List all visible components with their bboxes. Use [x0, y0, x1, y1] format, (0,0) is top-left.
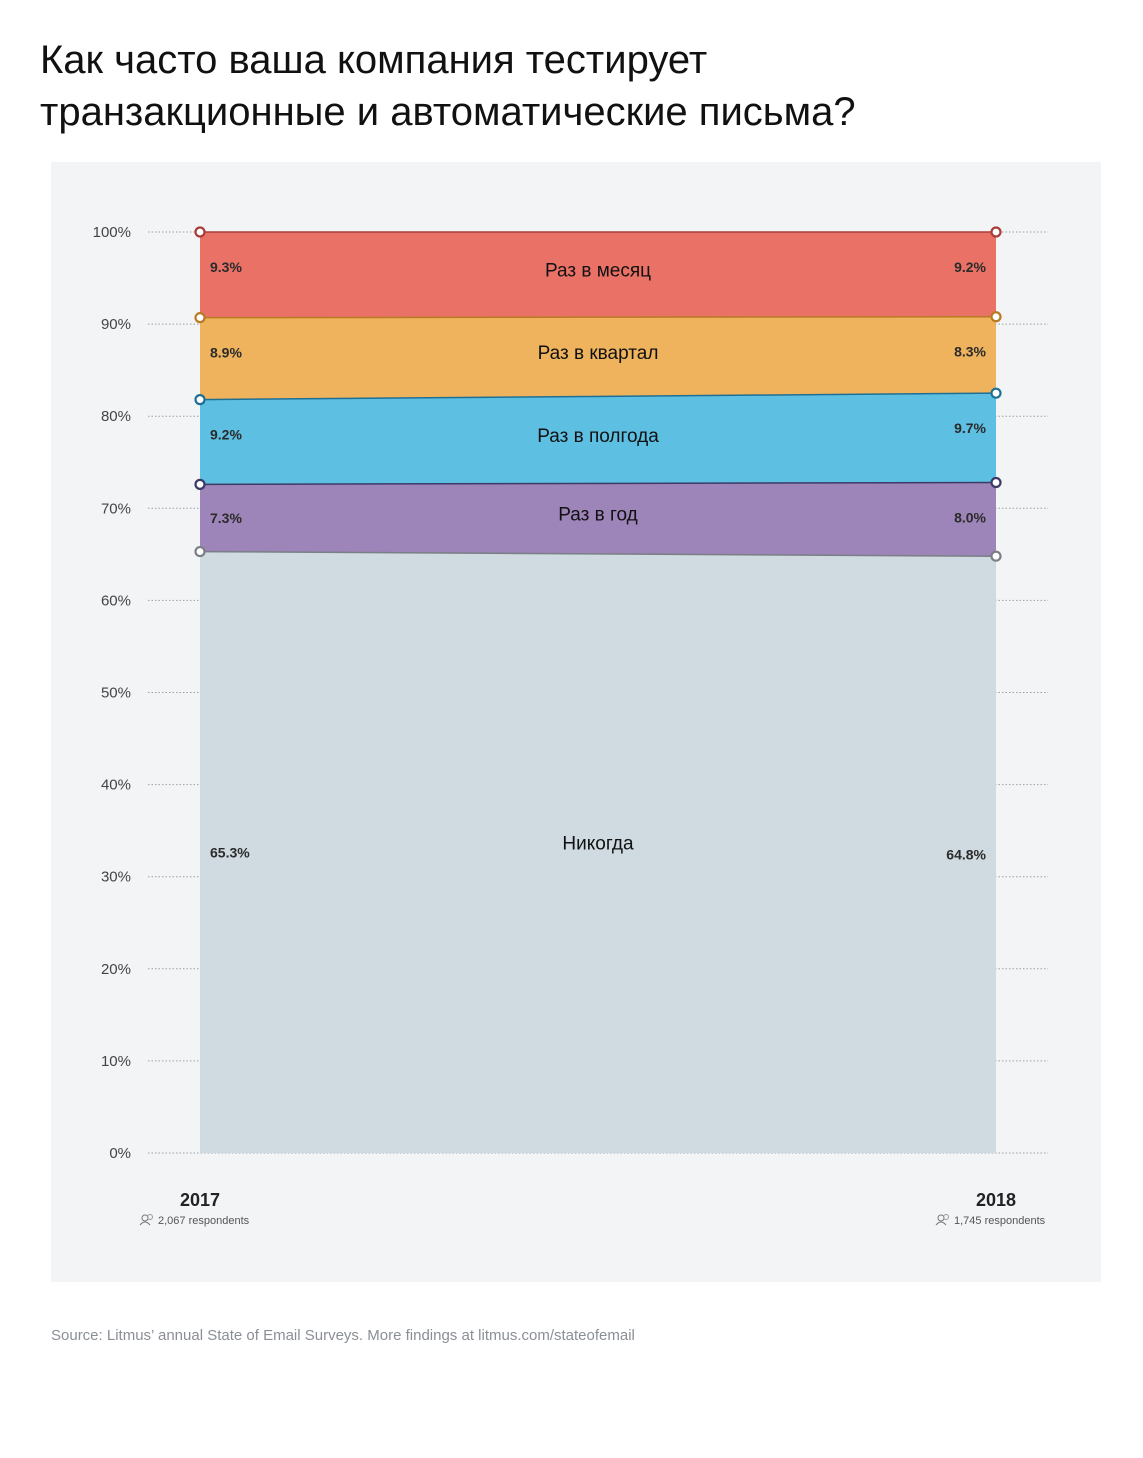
respondents-icon	[139, 1214, 153, 1226]
area-4	[200, 232, 996, 318]
series-line-1	[199, 481, 997, 486]
data-point	[194, 478, 206, 490]
x-axis: 2017 2,067 respondents 2018 1,745 responden…	[139, 1190, 1046, 1227]
series-name-label: Раз в полгода	[537, 426, 659, 447]
data-label: 7.3%	[210, 510, 242, 526]
icon-body	[139, 1221, 151, 1226]
y-tick-label: 60%	[101, 592, 131, 609]
y-tick-label: 40%	[101, 777, 131, 794]
y-tick-label: 100%	[93, 224, 131, 241]
data-label: 8.3%	[954, 344, 986, 360]
icon-head-2	[147, 1214, 153, 1220]
y-tick-label: 90%	[101, 316, 131, 333]
icon-head	[141, 1214, 149, 1222]
data-label: 9.3%	[210, 259, 242, 275]
data-point	[990, 311, 1002, 323]
chart-panel: 0% 10% 20% 30% 40% 50% 60% 70% 80% 90% 100% 65.3% 64…	[51, 162, 1101, 1282]
icon-head	[937, 1214, 945, 1222]
area-3	[200, 316, 996, 400]
data-point	[194, 312, 206, 324]
data-label: 8.0%	[954, 510, 986, 526]
chart-title: Как часто ваша компания тестирует транза…	[40, 34, 1100, 138]
series-lines	[199, 231, 997, 557]
data-point	[194, 394, 206, 406]
icon-head-2	[943, 1214, 949, 1220]
y-tick-label: 30%	[101, 869, 131, 886]
data-point	[194, 545, 206, 558]
series-line-3	[199, 315, 997, 319]
y-tick-label: 70%	[101, 500, 131, 517]
respondents-icon	[935, 1214, 949, 1226]
data-label: 9.7%	[954, 420, 986, 436]
x-tick-label: 2017	[180, 1190, 220, 1210]
y-tick-label: 50%	[101, 685, 131, 702]
source-note: Source: Litmus’ annual State of Email Su…	[51, 1327, 635, 1344]
series-name-label: Раз в месяц	[545, 261, 651, 282]
respondents-label: 1,745 respondents	[954, 1215, 1046, 1227]
y-tick-label: 10%	[101, 1053, 131, 1070]
data-label: 65.3%	[210, 844, 250, 860]
data-point	[990, 550, 1002, 562]
data-label: 9.2%	[954, 259, 986, 275]
area-layers	[200, 232, 996, 1153]
data-label: 9.2%	[210, 427, 242, 443]
data-label: 64.8%	[946, 847, 986, 863]
data-point	[990, 226, 1002, 238]
series-points	[194, 226, 1002, 562]
data-point	[990, 476, 1002, 489]
series-name-label: Раз в год	[558, 505, 638, 526]
area-2	[200, 393, 996, 485]
y-tick-label: 20%	[101, 961, 131, 978]
x-tick-label: 2018	[976, 1190, 1016, 1210]
series-name-label: Раз в квартал	[538, 343, 659, 364]
icon-body	[935, 1221, 947, 1226]
series-line-2	[199, 392, 997, 401]
y-tick-label: 0%	[109, 1145, 131, 1162]
labels: 65.3% 64.8% Никогда 7.3% 8.0% Раз в год 9.2% 9.…	[210, 259, 987, 863]
title-line-1: Как часто ваша компания тестирует	[40, 38, 708, 82]
series-name-label: Никогда	[562, 833, 634, 854]
data-point	[194, 226, 206, 238]
stacked-area-chart: 0% 10% 20% 30% 40% 50% 60% 70% 80% 90% 100% 65.3% 64…	[93, 224, 1048, 1227]
title-line-2: транзакционные и автоматические письма?	[40, 90, 856, 134]
data-label: 8.9%	[210, 345, 242, 361]
y-tick-label: 80%	[101, 408, 131, 425]
area-1	[200, 482, 996, 557]
data-point	[990, 387, 1002, 399]
area-0	[200, 551, 996, 1153]
series-line-0	[199, 550, 997, 557]
respondents-label: 2,067 respondents	[158, 1215, 250, 1227]
